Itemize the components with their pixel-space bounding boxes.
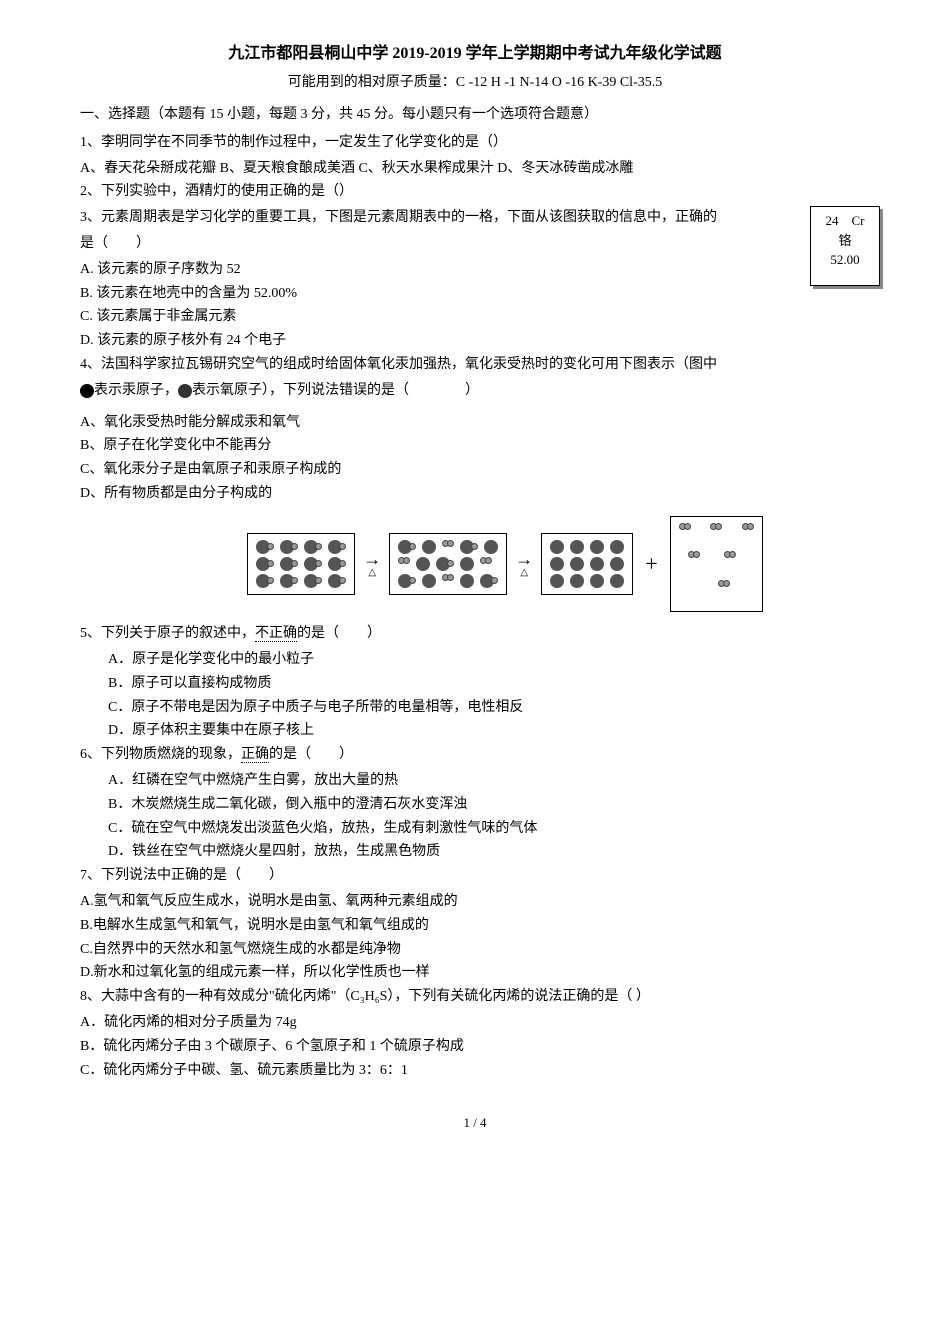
q5-stem: 5、下列关于原子的叙述中，不正确的是（ ） [80, 622, 870, 646]
q4-option-d: D、所有物质都是由分子构成的 [80, 482, 870, 506]
q3-stem-line1: 3、元素周期表是学习化学的重要工具，下图是元素周期表中的一格，下面从该图获取的信… [80, 206, 870, 230]
q5-stem-prefix: 5、下列关于原子的叙述中， [80, 626, 255, 641]
q1-stem: 1、李明同学在不同季节的制作过程中，一定发生了化学变化的是（） [80, 131, 870, 155]
q3-option-a: A. 该元素的原子序数为 52 [80, 258, 870, 282]
periodic-table-cell: 24 Cr 铬 52.00 [810, 206, 880, 286]
section-1-heading: 一、选择题（本题有 15 小题，每题 3 分，共 45 分。每小题只有一个选项符… [80, 103, 870, 127]
q6-dotted: 正确 [241, 747, 269, 763]
q8-option-a: A．硫化丙烯的相对分子质量为 74g [80, 1011, 870, 1035]
q2-stem: 2、下列实验中，酒精灯的使用正确的是（） [80, 180, 870, 204]
q3-option-c: C. 该元素属于非金属元素 [80, 305, 870, 329]
q3-stem-line2: 是（ ） [80, 232, 870, 256]
plus-sign: + [641, 545, 661, 582]
q4-option-c: C、氧化汞分子是由氧原子和汞原子构成的 [80, 458, 870, 482]
q7-stem: 7、下列说法中正确的是（ ） [80, 864, 870, 888]
pt-mid: 铬 [811, 231, 879, 251]
q3-option-b: B. 该元素在地壳中的含量为 52.00% [80, 282, 870, 306]
q6-stem-suffix: 的是（ ） [269, 747, 353, 762]
arrow-2: →△ [515, 550, 533, 578]
q4-option-a: A、氧化汞受热时能分解成汞和氧气 [80, 411, 870, 435]
oxygen-atom-icon [178, 384, 192, 398]
q6-option-d: D．铁丝在空气中燃烧火星四射，放热，生成黑色物质 [108, 840, 870, 864]
q5-dotted: 不正确 [255, 626, 297, 642]
q5-option-c: C．原子不带电是因为原子中质子与电子所带的电量相等，电性相反 [108, 696, 870, 720]
pt-bot: 52.00 [811, 250, 879, 270]
q6-option-b: B．木炭燃烧生成二氧化碳，倒入瓶中的澄清石灰水变浑浊 [108, 793, 870, 817]
q1-options: A、春天花朵掰成花瓣 B、夏天粮食酿成美酒 C、秋天水果榨成果汁 D、冬天冰砖凿… [80, 157, 870, 181]
q6-option-c: C．硫在空气中燃烧发出淡蓝色火焰，放热，生成有刺激性气味的气体 [108, 817, 870, 841]
q4-stem-line2: 表示汞原子， 表示氧原子），下列说法错误的是（ ） [80, 379, 870, 403]
q4-legend-hg: 表示汞原子， [94, 383, 178, 398]
q6-option-a: A．红磷在空气中燃烧产生白雾，放出大量的热 [108, 769, 870, 793]
diagram-box-2 [389, 533, 507, 595]
q5-option-b: B．原子可以直接构成物质 [108, 672, 870, 696]
q7-option-d: D.新水和过氧化氢的组成元素一样，所以化学性质也一样 [80, 961, 870, 985]
q6-stem: 6、下列物质燃烧的现象，正确的是（ ） [80, 743, 870, 767]
pt-top: 24 Cr [811, 211, 879, 231]
q8-option-b: B．硫化丙烯分子由 3 个碳原子、6 个氢原子和 1 个硫原子构成 [80, 1035, 870, 1059]
q8-option-c: C．硫化丙烯分子中碳、氢、硫元素质量比为 3：6：1 [80, 1059, 870, 1083]
exam-title: 九江市都阳县桐山中学 2019-2019 学年上学期期中考试九年级化学试题 [80, 40, 870, 67]
diagram-box-4 [670, 516, 763, 613]
q4-option-b: B、原子在化学变化中不能再分 [80, 434, 870, 458]
q4-stem-line1: 4、法国科学家拉瓦锡研究空气的组成时给固体氧化汞加强热，氧化汞受热时的变化可用下… [80, 353, 870, 377]
q7-option-a: A.氢气和氧气反应生成水，说明水是由氢、氧两种元素组成的 [80, 890, 870, 914]
diagram-box-3 [541, 533, 633, 595]
mercury-atom-icon [80, 384, 94, 398]
reaction-diagram: →△ →△ + [140, 516, 870, 613]
q3-option-d: D. 该元素的原子核外有 24 个电子 [80, 329, 870, 353]
arrow-1: →△ [363, 550, 381, 578]
q7-option-b: B.电解水生成氢气和氧气，说明水是由氢气和氧气组成的 [80, 914, 870, 938]
page-number: 1 / 4 [80, 1112, 870, 1134]
q8-stem: 8、大蒜中含有的一种有效成分"硫化丙烯"（C₃H₆S），下列有关硫化丙烯的说法正… [80, 985, 870, 1009]
q5-stem-suffix: 的是（ ） [297, 626, 381, 641]
q5-option-d: D．原子体积主要集中在原子核上 [108, 719, 870, 743]
q7-option-c: C.自然界中的天然水和氢气燃烧生成的水都是纯净物 [80, 938, 870, 962]
q4-legend-o: 表示氧原子），下列说法错误的是（ ） [192, 383, 479, 398]
q6-stem-prefix: 6、下列物质燃烧的现象， [80, 747, 241, 762]
atomic-mass-note: 可能用到的相对原子质量：C -12 H -1 N-14 O -16 K-39 C… [80, 71, 870, 95]
diagram-box-1 [247, 533, 355, 595]
q5-option-a: A．原子是化学变化中的最小粒子 [108, 648, 870, 672]
